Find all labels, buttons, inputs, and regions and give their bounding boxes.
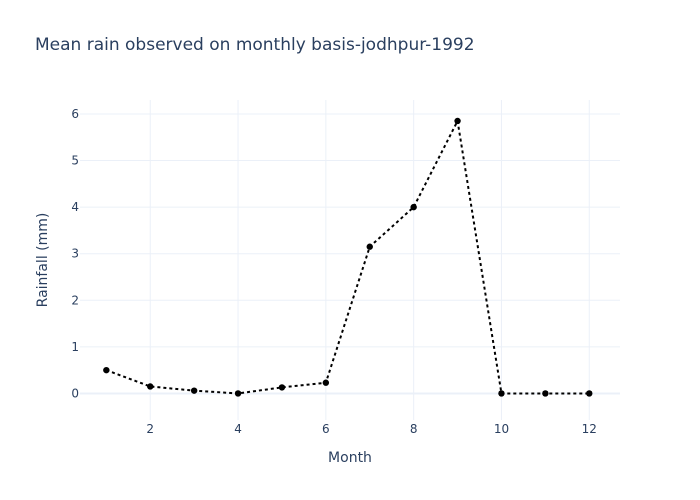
data-point — [410, 203, 417, 211]
data-point — [278, 384, 286, 391]
data-point — [103, 366, 110, 374]
y-tick-label: 3 — [71, 247, 79, 261]
data-point — [586, 390, 593, 397]
x-tick-label: 12 — [582, 422, 597, 436]
x-tick-label: 8 — [410, 422, 418, 436]
y-tick-label: 6 — [71, 107, 79, 121]
x-tick-label: 10 — [494, 422, 509, 436]
data-point — [234, 390, 242, 397]
y-tick-label: 5 — [71, 154, 79, 168]
chart-title: Mean rain observed on monthly basis-jodh… — [35, 35, 475, 55]
y-tick-label: 4 — [71, 200, 79, 214]
y-tick-label: 1 — [71, 340, 79, 354]
data-point — [366, 243, 373, 250]
series-rainfall — [103, 117, 593, 397]
y-axis-ticks: 0 1 2 3 4 5 6 — [71, 107, 79, 400]
x-axis-ticks: 2 4 6 8 10 12 — [146, 422, 596, 436]
x-axis-title: Month — [328, 450, 372, 466]
data-point — [322, 379, 330, 386]
y-tick-label: 0 — [71, 386, 79, 400]
x-tick-label: 6 — [322, 422, 330, 436]
data-point — [542, 390, 549, 397]
x-tick-label: 4 — [234, 422, 242, 436]
data-point — [147, 383, 154, 390]
series-line — [105, 117, 590, 395]
data-point — [190, 387, 198, 394]
data-point — [454, 117, 461, 125]
x-tick-label: 2 — [146, 422, 154, 436]
grid — [80, 100, 620, 420]
data-point — [498, 390, 505, 397]
y-axis-title: Rainfall (mm) — [35, 213, 51, 308]
y-tick-label: 2 — [71, 293, 79, 307]
